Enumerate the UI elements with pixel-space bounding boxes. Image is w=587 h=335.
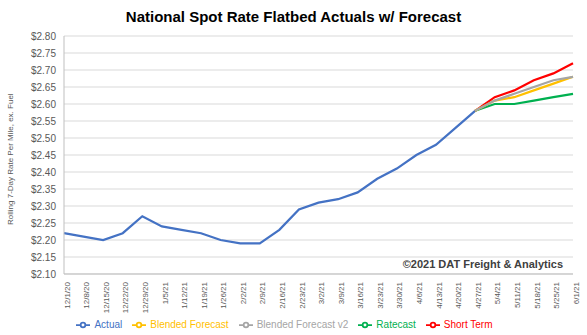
svg-text:3/2/21: 3/2/21 bbox=[317, 281, 326, 304]
html-text:Actual: Actual bbox=[94, 318, 123, 330]
svg-text:6/1/21: 6/1/21 bbox=[572, 281, 579, 304]
svg-text:$2.35: $2.35 bbox=[31, 184, 56, 195]
svg-text:$2.70: $2.70 bbox=[31, 65, 56, 76]
svg-text:12/29/20: 12/29/20 bbox=[141, 281, 150, 313]
svg-text:2/2/21: 2/2/21 bbox=[239, 281, 248, 304]
svg-text:12/8/20: 12/8/20 bbox=[82, 281, 91, 308]
svg-text:4/6/21: 4/6/21 bbox=[415, 281, 424, 304]
svg-text:2/16/21: 2/16/21 bbox=[278, 281, 287, 308]
svg-text:$2.15: $2.15 bbox=[31, 252, 56, 263]
svg-text:5/18/21: 5/18/21 bbox=[533, 281, 542, 308]
html-text:Short Term: Short Term bbox=[443, 318, 493, 330]
svg-text:5/4/21: 5/4/21 bbox=[493, 281, 502, 304]
svg-text:1/19/21: 1/19/21 bbox=[200, 281, 209, 308]
svg-text:1/26/21: 1/26/21 bbox=[219, 281, 228, 308]
svg-text:12/15/20: 12/15/20 bbox=[102, 281, 111, 313]
svg-text:3/16/21: 3/16/21 bbox=[356, 281, 365, 308]
svg-text:$2.40: $2.40 bbox=[31, 167, 56, 178]
svg-text:$2.60: $2.60 bbox=[31, 99, 56, 110]
svg-text:3/9/21: 3/9/21 bbox=[337, 281, 346, 304]
svg-text:$2.80: $2.80 bbox=[31, 32, 56, 42]
svg-text:1/5/21: 1/5/21 bbox=[161, 281, 170, 304]
svg-text:1/12/21: 1/12/21 bbox=[180, 281, 189, 308]
svg-text:$2.45: $2.45 bbox=[31, 150, 56, 161]
svg-text:$2.10: $2.10 bbox=[31, 269, 56, 280]
html-text:©2021 DAT Freight & Analytics: ©2021 DAT Freight & Analytics bbox=[402, 258, 563, 270]
svg-text:4/13/21: 4/13/21 bbox=[435, 281, 444, 308]
svg-text:$2.30: $2.30 bbox=[31, 201, 56, 212]
svg-text:3/30/21: 3/30/21 bbox=[395, 281, 404, 308]
svg-text:$2.65: $2.65 bbox=[31, 82, 56, 93]
svg-text:$2.20: $2.20 bbox=[31, 235, 56, 246]
svg-text:2/9/21: 2/9/21 bbox=[258, 281, 267, 304]
svg-text:12/1/20: 12/1/20 bbox=[63, 281, 72, 308]
svg-text:$2.75: $2.75 bbox=[31, 48, 56, 59]
svg-text:Rolling 7-Day Rate Per Mile, e: Rolling 7-Day Rate Per Mile, ex. Fuel bbox=[8, 93, 15, 225]
html-text:Ratecast: Ratecast bbox=[376, 318, 416, 330]
html-text:National Spot Rate Flatbed Act: National Spot Rate Flatbed Actuals w/ Fo… bbox=[125, 8, 462, 25]
svg-text:3/23/21: 3/23/21 bbox=[376, 281, 385, 308]
html-text:Blended Forecast: Blended Forecast bbox=[150, 318, 229, 330]
svg-text:$2.50: $2.50 bbox=[31, 133, 56, 144]
svg-text:$2.55: $2.55 bbox=[31, 116, 56, 127]
svg-text:4/27/21: 4/27/21 bbox=[474, 281, 483, 308]
svg-text:12/22/20: 12/22/20 bbox=[121, 281, 130, 313]
svg-text:5/11/21: 5/11/21 bbox=[513, 281, 522, 308]
html-text:Blended Forecast v2: Blended Forecast v2 bbox=[256, 318, 349, 330]
svg-text:5/25/21: 5/25/21 bbox=[552, 281, 561, 308]
svg-text:4/20/21: 4/20/21 bbox=[454, 281, 463, 308]
svg-text:2/23/21: 2/23/21 bbox=[298, 281, 307, 308]
svg-text:$2.25: $2.25 bbox=[31, 218, 56, 229]
